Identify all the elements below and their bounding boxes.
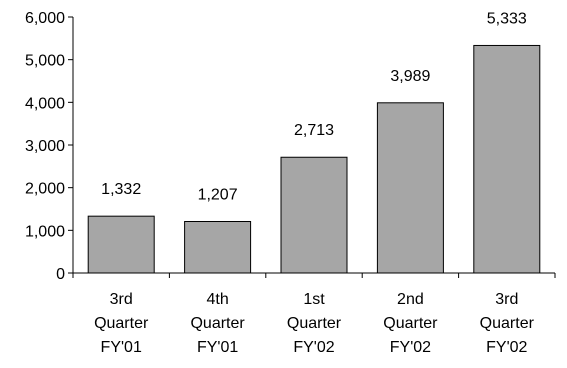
y-tick-label: 3,000	[25, 138, 65, 155]
x-tick-label-line: 1st	[303, 291, 325, 308]
x-tick-label-line: Quarter	[383, 315, 438, 332]
data-label: 1,332	[101, 181, 141, 198]
x-tick-label: 3rd Quarter FY'01	[94, 291, 149, 356]
y-tick-label: 4,000	[25, 95, 65, 112]
x-tick-label-line: 3rd	[110, 291, 133, 308]
bar	[184, 221, 252, 274]
y-tick-label: 5,000	[25, 53, 65, 70]
x-tick-label: 4th Quarter FY'01	[190, 291, 245, 356]
x-tick-label: 3rd Quarter FY'02	[480, 291, 535, 356]
bar	[280, 156, 348, 274]
x-tick-label-line: FY'01	[101, 339, 142, 356]
x-tick-label-line: Quarter	[480, 315, 535, 332]
bar	[87, 215, 155, 274]
x-tick-label: 2nd Quarter FY'02	[383, 291, 438, 356]
data-labels: 1,332 1,207 2,713 3,989 5,333	[101, 10, 527, 203]
x-tick-label-line: FY'02	[293, 339, 334, 356]
x-axis: 3rd Quarter FY'01 4th Quarter FY'01 1st Quarter…	[72, 272, 556, 356]
x-tick-label-line: 3rd	[495, 291, 518, 308]
data-label: 3,989	[390, 68, 430, 85]
y-tick-label: 0	[56, 266, 65, 283]
data-label: 1,207	[198, 187, 238, 204]
x-tick-label-line: FY'02	[486, 339, 527, 356]
bar	[473, 44, 541, 274]
x-tick-label-line: FY'01	[197, 339, 238, 356]
x-tick-label-line: 4th	[206, 291, 228, 308]
x-tick-label-line: Quarter	[287, 315, 342, 332]
y-tick-label: 2,000	[25, 181, 65, 198]
bar	[376, 102, 444, 274]
x-tick-label-line: 2nd	[397, 291, 424, 308]
y-tick-label: 6,000	[25, 10, 65, 27]
x-tick-label-line: FY'02	[390, 339, 431, 356]
y-axis: 0 1,000 2,000 3,000 4,000 5,000 6,000	[25, 10, 74, 283]
x-tick-label: 1st Quarter FY'02	[287, 291, 342, 356]
y-tick-label: 1,000	[25, 223, 65, 240]
x-tick-label-line: Quarter	[94, 315, 149, 332]
bars	[87, 44, 541, 274]
data-label: 5,333	[487, 10, 527, 27]
x-tick-label-line: Quarter	[190, 315, 245, 332]
data-label: 2,713	[294, 122, 334, 139]
